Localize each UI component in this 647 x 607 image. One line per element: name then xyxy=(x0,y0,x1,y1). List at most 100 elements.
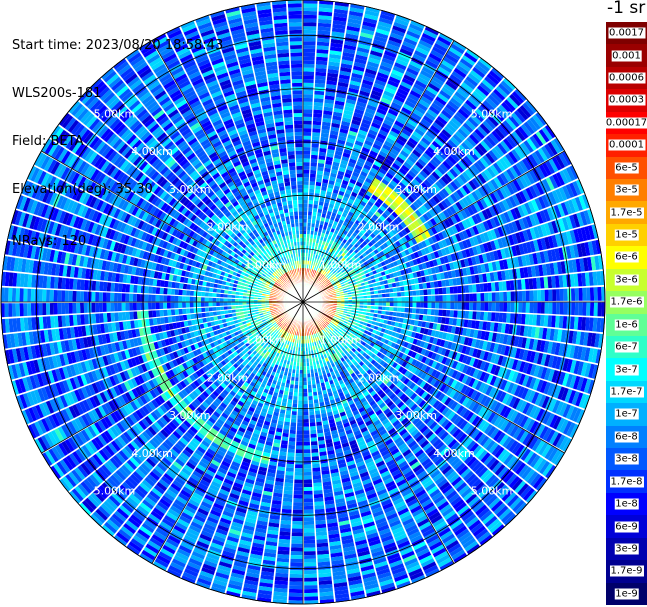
range-gate-cell xyxy=(296,434,303,439)
range-gate-cell xyxy=(377,68,391,76)
range-gate-cell xyxy=(319,278,324,283)
range-gate-cell xyxy=(380,147,390,155)
range-gate-cell xyxy=(364,177,373,184)
range-gate-cell xyxy=(533,302,538,314)
range-gate-cell xyxy=(327,256,332,261)
range-gate-cell xyxy=(321,121,331,127)
range-gate-cell xyxy=(468,284,473,293)
range-gate-cell xyxy=(334,96,346,103)
range-gate-cell xyxy=(333,12,348,19)
range-gate-cell xyxy=(387,182,396,190)
range-gate-cell xyxy=(282,505,293,510)
range-gate-cell xyxy=(291,532,303,537)
range-gate-cell xyxy=(343,208,349,215)
range-gate-cell xyxy=(333,185,340,191)
range-gate-cell xyxy=(314,189,321,194)
range-gate-cell xyxy=(306,241,310,246)
range-gate-cell xyxy=(355,136,365,143)
range-gate-cell xyxy=(382,90,395,98)
range-gate-cell xyxy=(330,122,340,129)
range-gate-cell xyxy=(332,161,340,167)
range-gate-cell xyxy=(323,258,328,263)
range-gate-cell xyxy=(331,165,339,171)
range-gate-cell xyxy=(325,156,333,162)
range-gate-cell xyxy=(391,25,407,34)
range-gate-cell xyxy=(290,555,303,559)
range-gate-cell xyxy=(416,76,429,86)
range-gate-cell xyxy=(293,388,299,393)
range-gate-cell xyxy=(310,429,317,435)
range-gate-cell xyxy=(478,57,493,70)
range-gate-cell xyxy=(303,128,312,133)
range-gate-cell xyxy=(384,86,396,95)
range-gate-cell xyxy=(359,187,367,194)
range-gate-cell xyxy=(303,116,312,121)
range-gate-cell xyxy=(298,396,303,401)
range-gate-cell xyxy=(369,184,377,191)
range-gate-cell xyxy=(376,198,384,205)
range-gate-cell xyxy=(323,99,335,104)
range-gate-cell xyxy=(540,302,545,314)
range-gate-cell xyxy=(303,71,315,76)
range-gate-cell xyxy=(303,18,317,23)
range-gate-cell xyxy=(461,54,476,66)
range-gate-cell xyxy=(317,15,332,20)
range-gate-cell xyxy=(304,577,318,582)
range-gate-cell xyxy=(460,81,474,93)
range-gate-cell xyxy=(430,102,443,112)
range-gate-cell xyxy=(307,207,313,212)
range-gate-cell xyxy=(435,294,440,302)
range-gate-cell xyxy=(317,259,322,264)
range-gate-cell xyxy=(342,152,351,158)
range-gate-cell xyxy=(437,66,451,77)
range-gate-cell xyxy=(586,302,591,316)
range-gate-cell xyxy=(306,237,310,242)
range-gate-cell xyxy=(303,154,311,159)
range-gate-cell xyxy=(338,166,346,173)
range-gate-cell xyxy=(303,230,307,234)
range-gate-cell xyxy=(367,187,375,194)
range-gate-cell xyxy=(365,6,380,14)
range-gate-cell xyxy=(414,79,427,89)
range-gate-cell xyxy=(376,153,386,161)
range-gate-cell xyxy=(343,172,352,179)
range-gate-cell xyxy=(414,146,424,155)
range-gate-cell xyxy=(397,306,402,312)
range-gate-cell xyxy=(303,52,315,57)
range-gate-cell xyxy=(310,147,319,152)
range-gate-cell xyxy=(362,115,373,122)
range-gate-cell xyxy=(375,28,390,36)
range-gate-cell xyxy=(361,21,377,28)
range-gate-cell xyxy=(593,286,598,301)
range-gate-cell xyxy=(412,307,417,314)
range-gate-cell xyxy=(283,493,293,499)
range-gate-cell xyxy=(341,156,350,162)
range-gate-cell xyxy=(457,293,462,302)
range-gate-cell xyxy=(354,58,367,65)
range-gate-cell xyxy=(321,270,326,275)
range-gate-cell xyxy=(441,59,455,70)
range-gate-cell xyxy=(405,158,415,167)
range-gate-cell xyxy=(321,257,326,262)
range-gate-cell xyxy=(463,51,478,63)
range-gate-cell xyxy=(303,37,316,42)
range-gate-cell xyxy=(311,215,317,220)
range-gate-cell xyxy=(304,592,319,597)
range-gate-cell xyxy=(310,162,317,167)
range-gate-cell xyxy=(320,274,325,279)
range-gate-cell xyxy=(303,3,318,8)
range-gate-cell xyxy=(404,70,417,80)
range-gate-cell xyxy=(449,309,454,318)
range-gate-cell xyxy=(313,234,317,240)
range-gate-cell xyxy=(544,302,549,314)
range-gate-cell xyxy=(284,478,294,484)
range-gate-cell xyxy=(350,76,362,83)
range-gate-cell xyxy=(331,259,337,264)
range-gate-cell xyxy=(393,159,403,167)
range-gate-cell xyxy=(499,291,504,302)
range-gate-cell xyxy=(431,76,445,86)
range-gate-cell xyxy=(290,558,303,563)
range-gate-cell xyxy=(332,20,347,26)
range-gate-cell xyxy=(327,183,334,189)
